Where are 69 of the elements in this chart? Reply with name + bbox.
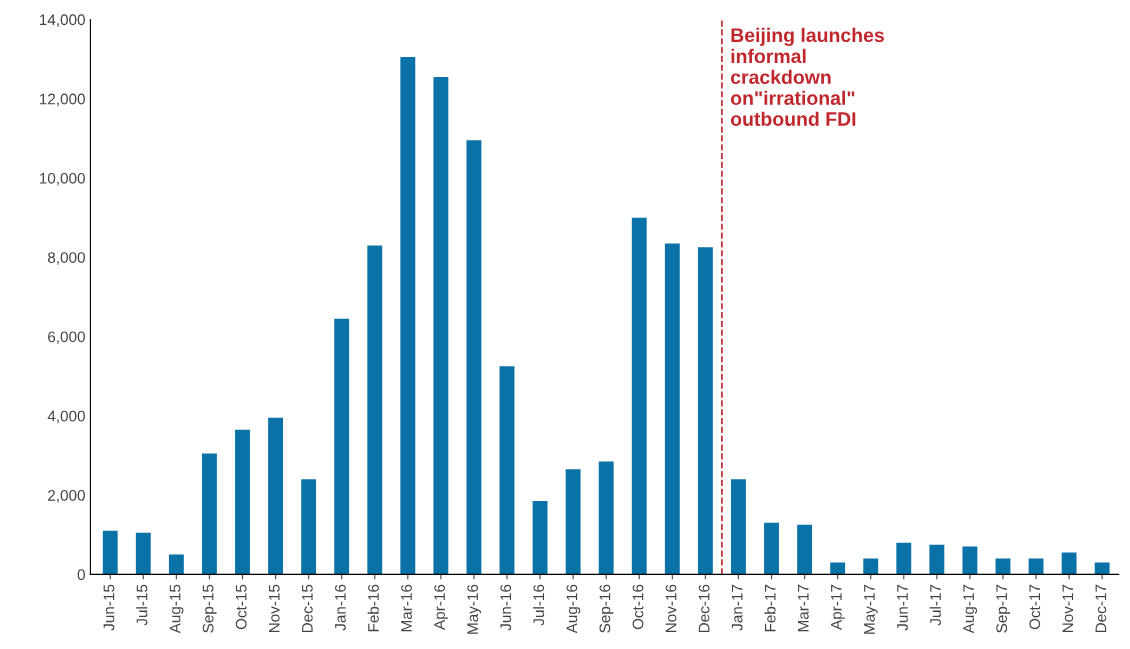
x-tick-label: Jun-17 <box>897 584 908 631</box>
x-tick-label: Nov-15 <box>269 584 280 633</box>
bar <box>664 243 680 575</box>
x-tick-label: Feb-16 <box>367 584 379 632</box>
x-tick-label: Feb-17 <box>764 584 776 632</box>
x-tick-label: Aug-15 <box>169 584 184 634</box>
x-tick-label: Jun-16 <box>500 584 512 631</box>
bar <box>631 217 647 575</box>
bar <box>764 522 779 575</box>
bar <box>135 532 151 575</box>
ref-line-label: Beijing launches informal crackdown on"irrational" outbound FDI <box>730 27 884 126</box>
bar <box>797 524 813 575</box>
y-tick-label: 4,000 <box>47 410 85 424</box>
bar <box>532 501 548 575</box>
x-tick-label: Dec-17 <box>1095 584 1107 633</box>
x-tick-label: Jun-15 <box>103 584 115 631</box>
y-tick-label: 2,000 <box>48 489 85 503</box>
bar <box>433 76 449 575</box>
x-tick-label: May-16 <box>467 584 482 634</box>
bar <box>1094 562 1110 575</box>
bar <box>268 417 283 575</box>
x-tick-label: Sep-15 <box>202 584 217 633</box>
bar <box>201 453 217 575</box>
bar <box>367 245 383 575</box>
bar <box>896 542 912 575</box>
bar <box>235 429 250 575</box>
bar <box>962 546 978 575</box>
bar <box>863 558 879 575</box>
x-tick-label: Sep-17 <box>996 584 1011 633</box>
x-tick-label: Jul-17 <box>929 584 941 626</box>
bar <box>168 554 184 575</box>
x-tick-label: Nov-17 <box>1062 584 1074 633</box>
bar <box>1061 552 1077 575</box>
x-tick-label: Oct-17 <box>1029 584 1041 630</box>
y-tick-label: 10,000 <box>39 172 85 186</box>
x-tick-label: Jul-16 <box>532 584 545 626</box>
bar <box>400 57 416 575</box>
x-tick-label: Aug-17 <box>963 584 978 634</box>
x-tick-label: Dec-16 <box>698 584 710 633</box>
y-tick-label: 0 <box>77 569 85 581</box>
y-tick-label: 6,000 <box>48 331 85 345</box>
x-tick-label: Mar-17 <box>798 584 809 632</box>
x-tick-label: Apr-17 <box>831 584 845 630</box>
bar <box>565 469 581 575</box>
bar <box>929 544 945 575</box>
bar <box>466 140 482 575</box>
x-tick-label: Jan-17 <box>731 584 743 631</box>
bar <box>731 479 746 575</box>
x-tick-label: Dec-15 <box>302 584 313 633</box>
bar <box>598 461 614 575</box>
y-tick-label: 14,000 <box>39 14 85 27</box>
bar <box>697 247 713 575</box>
y-tick-label: 8,000 <box>47 252 85 265</box>
x-tick-label: Jul-15 <box>136 584 148 626</box>
x-tick-label: Jan-16 <box>334 584 346 631</box>
x-tick-label: Oct-16 <box>632 584 644 630</box>
x-tick-label: May-17 <box>864 584 878 634</box>
x-tick-label: Sep-16 <box>599 584 614 633</box>
x-tick-label: Apr-16 <box>434 584 448 630</box>
x-tick-label: Aug-16 <box>566 584 581 634</box>
x-tick-label: Mar-16 <box>401 584 412 632</box>
bar <box>334 318 350 575</box>
bar <box>301 479 317 575</box>
x-tick-label: Oct-15 <box>235 584 247 630</box>
bar <box>830 562 846 575</box>
y-tick-label: 12,000 <box>39 93 85 107</box>
bar <box>102 530 118 575</box>
x-tick-label: Nov-16 <box>665 584 677 633</box>
bar <box>499 366 515 575</box>
